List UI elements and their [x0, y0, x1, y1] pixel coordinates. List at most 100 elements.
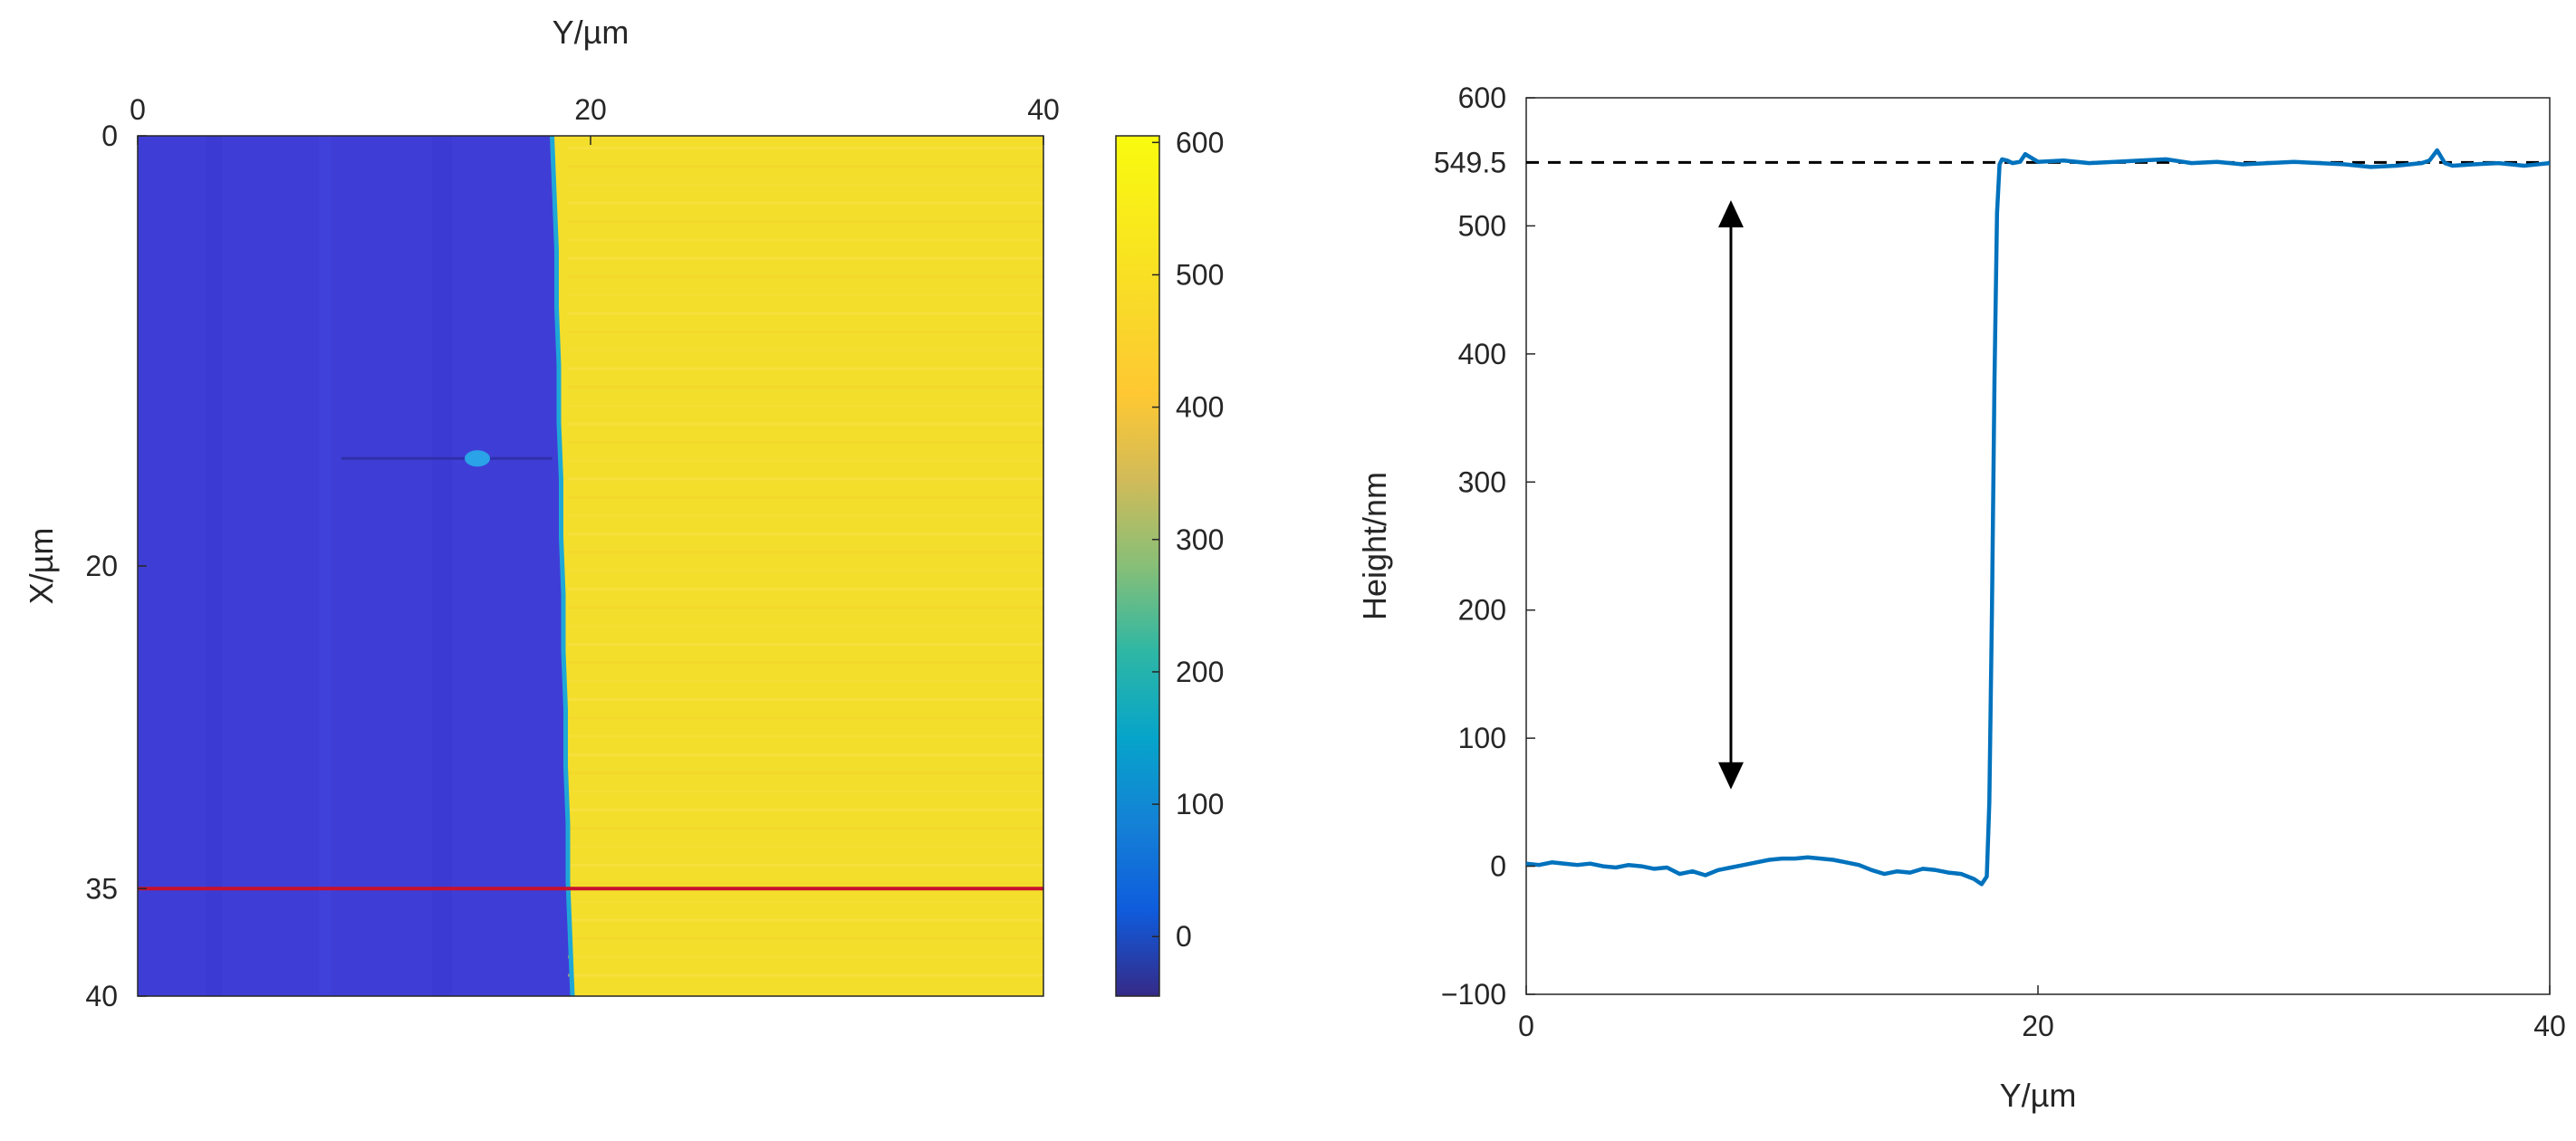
heatmap-x-ticks: 0 20 40: [130, 93, 1060, 145]
profile-x-tick-label: 40: [2533, 1010, 2566, 1042]
colorbar-tick-label: 200: [1176, 656, 1224, 688]
high-region-streak: [568, 312, 1043, 315]
heatmap-x-axis-label: Y/µm: [553, 14, 630, 51]
high-region-streak: [568, 827, 1043, 830]
high-region-streak: [568, 716, 1043, 720]
high-region-streak: [568, 588, 1043, 591]
high-region-streak: [568, 477, 1043, 481]
profile-y-tick-label: 300: [1458, 465, 1506, 498]
high-region-streak: [568, 404, 1043, 408]
high-region-streak: [568, 514, 1043, 517]
colorbar-tick-label: 400: [1176, 391, 1224, 424]
profile-y-tick-label: 0: [1490, 850, 1506, 883]
high-region-streak: [568, 183, 1043, 187]
high-region-streak: [568, 165, 1043, 168]
colorbar-tick-label: 100: [1176, 788, 1224, 820]
high-region-streak: [568, 918, 1043, 922]
reference-line-label: 549.5: [1434, 146, 1506, 178]
colorbar-gradient: [1116, 136, 1159, 996]
high-region-streak: [568, 661, 1043, 665]
high-region-streak: [568, 753, 1043, 756]
high-region-streak: [568, 900, 1043, 904]
high-region-streak: [568, 845, 1043, 849]
profile-y-axis-label: Height/nm: [1356, 472, 1393, 620]
heatmap-x-tick-label: 40: [1027, 93, 1060, 126]
high-region-streak: [568, 422, 1043, 426]
heatmap-x-tick-label: 0: [130, 93, 146, 126]
profile-frame: [1525, 97, 2551, 995]
high-region-streak: [568, 551, 1043, 554]
high-region-streak: [568, 238, 1043, 242]
profile-y-tick-label: 500: [1458, 209, 1506, 242]
heatmap-y-tick-label: 20: [85, 550, 118, 582]
heatmap-high-region-texture: [568, 147, 1043, 977]
high-region-streak: [568, 624, 1043, 628]
high-region-streak: [568, 936, 1043, 940]
high-region-streak: [568, 256, 1043, 260]
high-region-streak: [568, 955, 1043, 959]
low-region-stripe: [319, 136, 332, 996]
colorbar: 0 100 200 300 400 500 600: [1115, 126, 1224, 997]
profile-y-tick-label: 200: [1458, 594, 1506, 627]
high-region-streak: [568, 275, 1043, 279]
high-region-streak: [568, 863, 1043, 867]
profile-y-ticks: −100 0 100 200 300 400 500 600: [1441, 82, 1535, 1011]
reference-line-label-group: 549.5: [1434, 146, 1506, 178]
high-region-streak: [568, 201, 1043, 205]
high-region-streak: [568, 385, 1043, 388]
profile-y-tick-label: 100: [1458, 722, 1506, 754]
colorbar-tick-label: 600: [1176, 126, 1224, 158]
high-region-streak: [568, 772, 1043, 775]
profile-x-ticks: 0 20 40: [1518, 985, 2566, 1042]
profile-panel: 549.5 0 20 40 −100 0 100 200 300 400 500 600 Y/µm…: [1356, 82, 2566, 1114]
heatmap-defect: [465, 450, 490, 467]
profile-x-tick-label: 20: [2022, 1010, 2054, 1042]
high-region-streak: [568, 367, 1043, 370]
high-region-streak: [568, 331, 1043, 333]
high-region-streak: [568, 440, 1043, 444]
high-region-streak: [568, 679, 1043, 683]
low-region-stripe: [432, 136, 452, 996]
low-region-stripe: [206, 136, 222, 996]
profile-x-axis-label: Y/µm: [2000, 1077, 2077, 1114]
heatmap-x-tick-label: 20: [574, 93, 607, 126]
high-region-streak: [568, 293, 1043, 297]
heatmap-y-tick-label: 0: [101, 120, 118, 152]
heatmap-low-region-texture: [206, 136, 452, 996]
colorbar-tick-label: 0: [1176, 920, 1192, 953]
high-region-streak: [568, 495, 1043, 499]
heatmap-high-region: [552, 136, 1043, 996]
high-region-streak: [568, 734, 1043, 738]
high-region-streak: [568, 643, 1043, 647]
high-region-streak: [568, 349, 1043, 352]
high-region-streak: [568, 220, 1043, 224]
height-arrow-head-top: [1718, 200, 1744, 228]
heatmap-y-tick-label: 40: [85, 980, 118, 1012]
heatmap-y-ticks: 0 20 35 40: [85, 120, 147, 1012]
high-region-streak: [568, 698, 1043, 701]
high-region-streak: [568, 569, 1043, 572]
colorbar-frame: [1115, 135, 1160, 997]
high-region-streak: [568, 973, 1043, 977]
colorbar-ticks: 0 100 200 300 400 500 600: [1152, 126, 1224, 953]
high-region-streak: [568, 882, 1043, 885]
heatmap-y-axis-label: X/µm: [23, 528, 60, 605]
high-region-streak: [568, 532, 1043, 536]
high-region-streak: [568, 459, 1043, 463]
heatmap-step-edge: [550, 135, 575, 997]
heatmap-y-tick-label: 35: [85, 872, 118, 905]
profile-y-tick-label: 600: [1458, 82, 1506, 114]
profile-y-tick-label: −100: [1441, 978, 1506, 1011]
heatmap-panel: 0 20 40 0 20 35 40 Y/µm X/µm: [23, 14, 1060, 1012]
height-arrow: [1718, 200, 1744, 790]
height-profile-line: [1526, 148, 2550, 887]
high-region-streak: [568, 606, 1043, 609]
profile-y-tick-label: 400: [1458, 338, 1506, 370]
height-arrow-head-bottom: [1718, 762, 1744, 790]
high-region-streak: [568, 790, 1043, 793]
colorbar-tick-label: 300: [1176, 523, 1224, 556]
high-region-streak: [568, 808, 1043, 811]
colorbar-tick-label: 500: [1176, 258, 1224, 291]
